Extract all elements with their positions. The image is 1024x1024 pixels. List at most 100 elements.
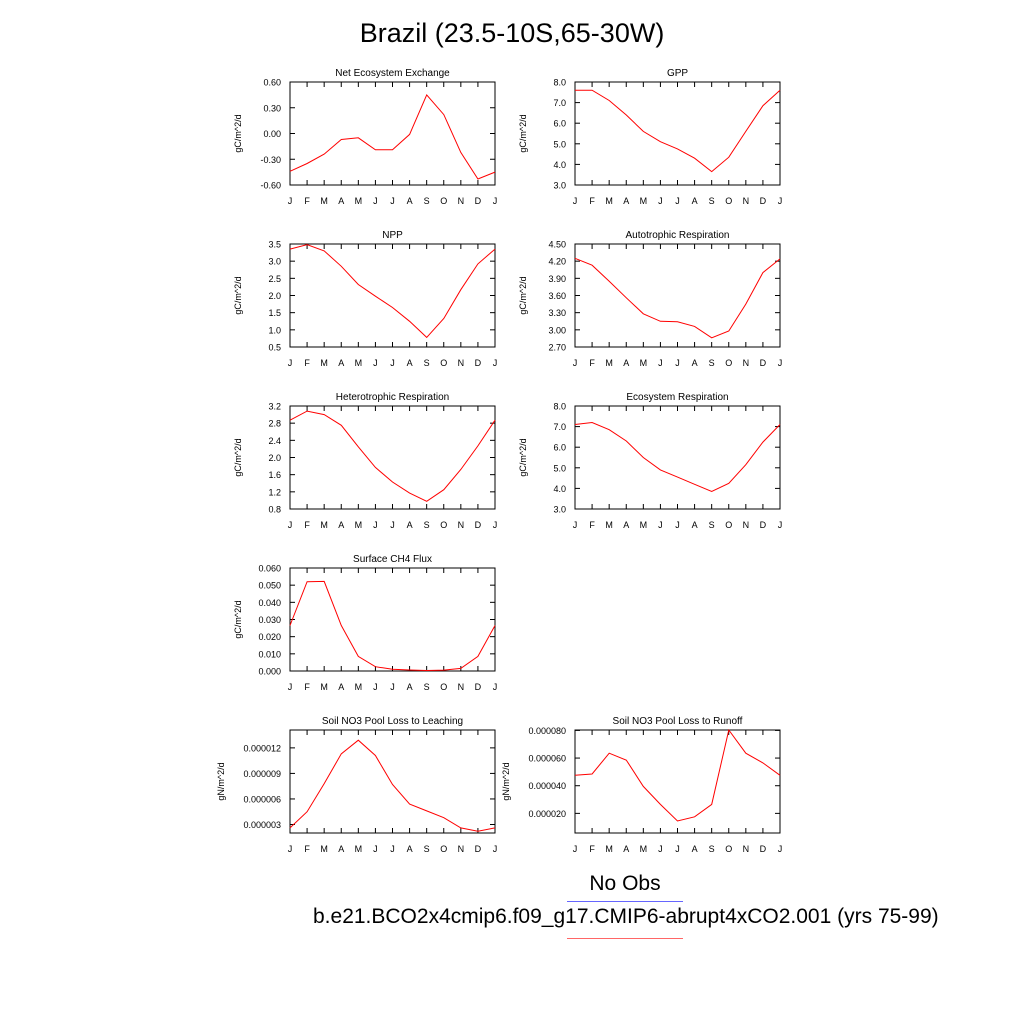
x-tick-label: J: [493, 682, 498, 692]
chart-title: Net Ecosystem Exchange: [335, 68, 450, 79]
y-axis-label: gC/m^2/d: [233, 114, 243, 152]
x-tick-label: J: [778, 520, 783, 530]
x-tick-label: O: [440, 196, 447, 206]
y-tick-label: 0.000020: [528, 809, 566, 819]
x-tick-label: A: [338, 520, 344, 530]
x-tick-label: M: [320, 520, 328, 530]
y-axis-label: gC/m^2/d: [233, 600, 243, 638]
x-tick-label: J: [658, 844, 663, 854]
y-tick-label: 1.5: [268, 308, 281, 318]
chart-title: NPP: [382, 230, 403, 241]
y-tick-label: 5.0: [553, 139, 566, 149]
x-tick-label: N: [743, 844, 750, 854]
x-tick-label: N: [458, 520, 465, 530]
x-tick-label: D: [760, 358, 767, 368]
y-tick-label: 0.030: [258, 615, 281, 625]
x-tick-label: A: [407, 682, 413, 692]
x-tick-label: J: [778, 358, 783, 368]
x-tick-label: A: [623, 520, 629, 530]
x-tick-label: J: [288, 196, 293, 206]
x-tick-label: M: [640, 844, 648, 854]
x-tick-label: J: [288, 520, 293, 530]
y-tick-label: -0.30: [260, 155, 281, 165]
y-tick-label: 0.000012: [243, 743, 281, 753]
x-tick-label: J: [390, 358, 395, 368]
y-tick-label: 4.20: [548, 257, 566, 267]
x-tick-label: A: [338, 196, 344, 206]
x-tick-label: J: [573, 520, 578, 530]
x-tick-label: J: [288, 682, 293, 692]
y-tick-label: 3.2: [268, 402, 281, 412]
x-tick-label: O: [440, 520, 447, 530]
x-tick-label: M: [355, 844, 363, 854]
x-tick-label: J: [390, 844, 395, 854]
x-tick-label: D: [760, 520, 767, 530]
x-tick-label: J: [288, 358, 293, 368]
x-tick-label: M: [320, 196, 328, 206]
y-tick-label: 0.000040: [528, 781, 566, 791]
x-tick-label: D: [760, 196, 767, 206]
x-tick-label: J: [573, 358, 578, 368]
plot-frame: [289, 81, 496, 186]
y-tick-label: 0.040: [258, 598, 281, 608]
x-tick-label: A: [338, 682, 344, 692]
x-tick-label: F: [304, 196, 310, 206]
y-tick-label: 0.000006: [243, 794, 281, 804]
y-tick-label: 0.5: [268, 343, 281, 353]
x-tick-label: N: [458, 682, 465, 692]
y-tick-label: 1.0: [268, 325, 281, 335]
x-tick-label: O: [725, 520, 732, 530]
y-tick-label: 4.0: [553, 484, 566, 494]
x-tick-label: A: [407, 196, 413, 206]
x-tick-label: J: [675, 520, 680, 530]
plot-frame: [574, 81, 781, 186]
chart-title: Ecosystem Respiration: [626, 392, 728, 403]
x-tick-label: F: [589, 358, 595, 368]
x-tick-label: D: [475, 520, 482, 530]
y-tick-label: 0.010: [258, 649, 281, 659]
plot-frame: [574, 405, 781, 510]
y-axis-label: gC/m^2/d: [518, 438, 528, 476]
x-tick-label: J: [675, 844, 680, 854]
x-tick-label: S: [709, 520, 715, 530]
x-tick-label: N: [458, 844, 465, 854]
x-tick-label: F: [589, 520, 595, 530]
x-tick-label: M: [605, 520, 613, 530]
x-tick-label: J: [373, 682, 378, 692]
x-tick-label: O: [725, 358, 732, 368]
y-tick-label: 3.0: [553, 181, 566, 191]
x-tick-label: J: [675, 196, 680, 206]
series-line: [289, 580, 496, 672]
chart-title: Surface CH4 Flux: [353, 554, 432, 565]
y-tick-label: 2.8: [268, 419, 281, 429]
x-tick-label: S: [709, 358, 715, 368]
y-tick-label: 0.000009: [243, 769, 281, 779]
chart-title: Autotrophic Respiration: [626, 230, 730, 241]
x-tick-label: J: [390, 196, 395, 206]
chart-title: Soil NO3 Pool Loss to Leaching: [322, 716, 463, 727]
x-tick-label: M: [320, 358, 328, 368]
series-line: [575, 89, 781, 173]
x-tick-label: J: [288, 844, 293, 854]
chart-title: Soil NO3 Pool Loss to Runoff: [613, 716, 743, 727]
y-tick-label: 8.0: [553, 402, 566, 412]
x-tick-label: J: [493, 520, 498, 530]
x-tick-label: S: [424, 682, 430, 692]
x-tick-label: F: [304, 358, 310, 368]
y-tick-label: 0.020: [258, 632, 281, 642]
x-tick-label: A: [692, 358, 698, 368]
x-tick-label: F: [589, 196, 595, 206]
legend-obs-label: No Obs: [589, 872, 661, 895]
x-tick-label: J: [493, 196, 498, 206]
x-tick-label: J: [778, 196, 783, 206]
x-tick-label: M: [355, 682, 363, 692]
x-tick-label: D: [475, 358, 482, 368]
x-tick-label: O: [440, 844, 447, 854]
series-line: [574, 257, 781, 339]
chart-title: GPP: [667, 68, 688, 79]
